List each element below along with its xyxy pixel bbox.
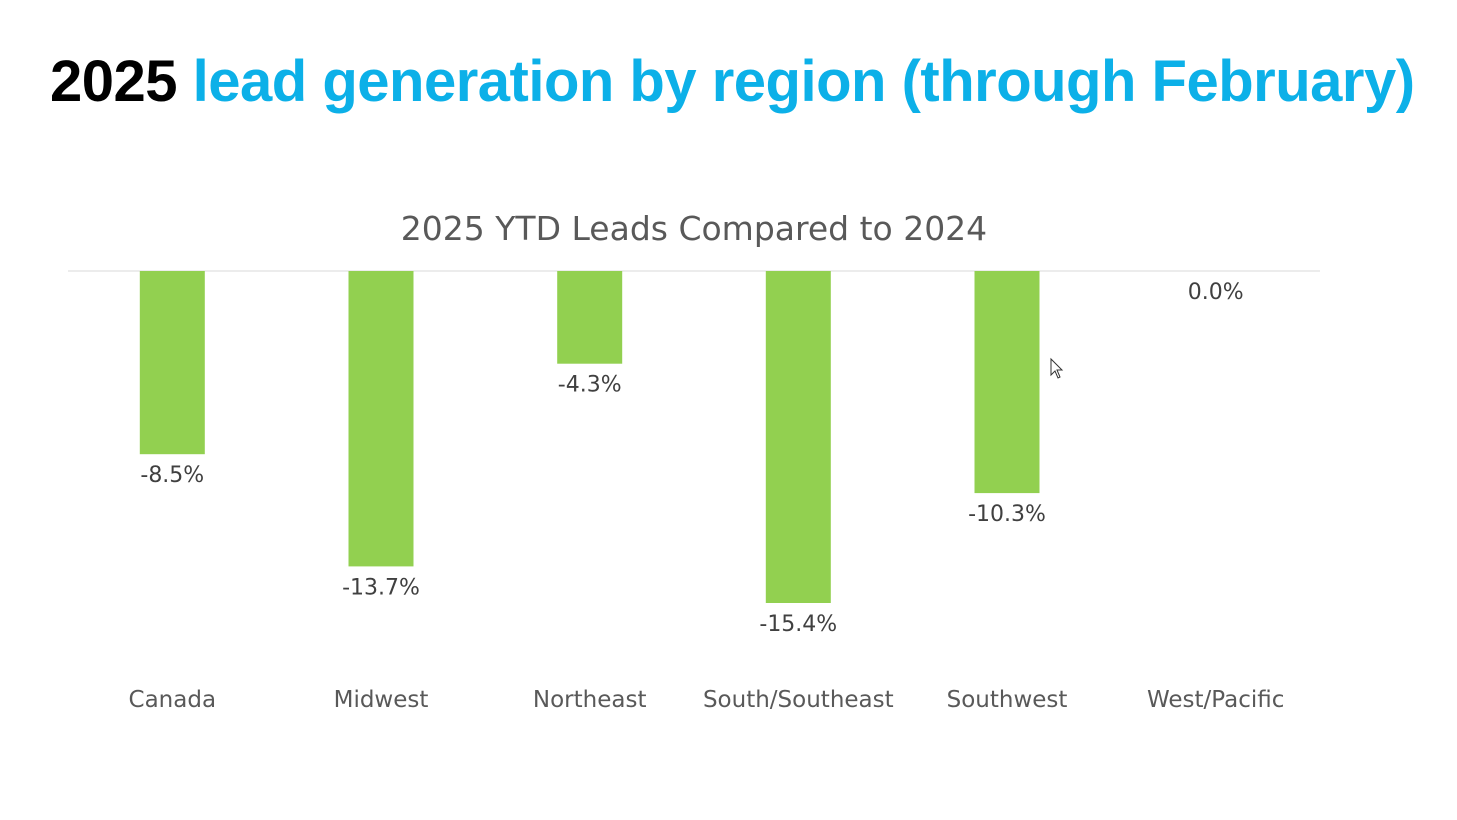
category-label-southwest: Southwest	[947, 687, 1068, 713]
data-label-northeast: -4.3%	[558, 373, 622, 398]
slide-title-rest: lead generation by region (through Febru…	[192, 49, 1415, 114]
bar-canada	[139, 271, 205, 455]
data-label-midwest: -13.7%	[342, 575, 420, 600]
bar-group	[139, 271, 1040, 603]
category-label-west-pacific: West/Pacific	[1147, 687, 1284, 713]
bar-south-southeast	[765, 271, 831, 603]
bar-northeast	[557, 271, 623, 364]
data-label-canada: -8.5%	[140, 463, 204, 488]
bar-midwest	[348, 271, 414, 567]
data-label-southwest: -10.3%	[968, 502, 1046, 527]
category-label-canada: Canada	[129, 687, 217, 713]
data-label-group: -8.5% -13.7% -4.3% -15.4% -10.3% 0.0%	[140, 280, 1243, 637]
category-label-midwest: Midwest	[334, 687, 429, 713]
category-label-northeast: Northeast	[533, 687, 647, 713]
bar-southwest	[974, 271, 1040, 494]
slide-title: 2025 lead generation by region (through …	[50, 44, 1415, 120]
data-label-west-pacific: 0.0%	[1188, 280, 1244, 305]
category-label-group: Canada Midwest Northeast South/Southeast Sou…	[129, 687, 1285, 713]
chart-title: 2025 YTD Leads Compared to 2024	[401, 209, 987, 248]
slide-title-year: 2025	[50, 49, 178, 114]
mouse-cursor-icon	[1050, 357, 1064, 379]
category-label-south-southeast: South/Southeast	[703, 687, 894, 713]
data-label-south-southeast: -15.4%	[759, 612, 837, 637]
